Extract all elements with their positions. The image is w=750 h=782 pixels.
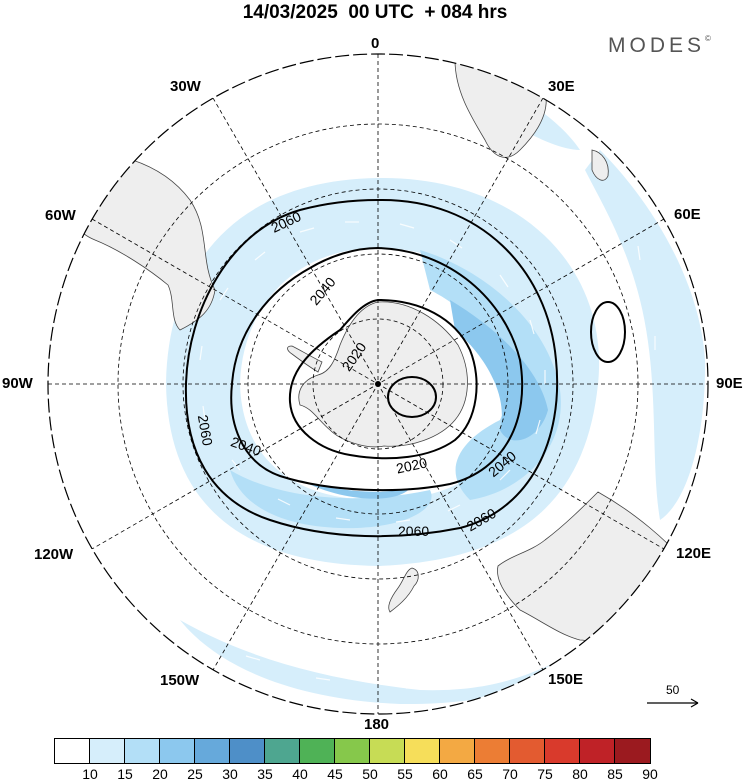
antarctica	[298, 301, 468, 448]
lon-label-90w: 90W	[2, 375, 33, 392]
colorbar-tick-label: 80	[572, 766, 588, 782]
wind-shading-15	[180, 620, 560, 705]
contour-label: 2060	[398, 523, 429, 539]
colorbar-tick-label: 25	[187, 766, 203, 782]
madagascar	[591, 149, 609, 181]
south-america	[58, 149, 216, 331]
lon-label-150e: 150E	[548, 671, 584, 688]
colorbar-swatch	[440, 739, 475, 763]
colorbar-swatch	[195, 739, 230, 763]
lon-label-0: 0	[371, 35, 380, 52]
colorbar-swatch	[125, 739, 160, 763]
colorbar-swatch	[475, 739, 510, 763]
contour-2060	[184, 198, 559, 538]
lon-label-120w: 120W	[34, 546, 74, 563]
colorbar-swatch	[300, 739, 335, 763]
wind-vectors	[199, 221, 656, 689]
colorbar-tick-label: 40	[292, 766, 308, 782]
south-pole-marker	[375, 381, 381, 387]
colorbar-tick-label: 50	[362, 766, 378, 782]
colorbar-swatch	[545, 739, 580, 763]
modes-logo: MODES©	[608, 34, 711, 58]
colorbar	[54, 738, 651, 764]
wind-shading-15	[585, 150, 706, 520]
colorbar-tick-label: 65	[467, 766, 483, 782]
copyright-mark: ©	[705, 34, 711, 43]
lon-label-90e: 90E	[716, 375, 743, 392]
contour-label: 2060	[195, 413, 216, 447]
colorbar-tick-label: 75	[537, 766, 553, 782]
contour-label: 2040	[306, 274, 338, 308]
lon-label-60e: 60E	[674, 206, 701, 223]
contour-2040	[230, 246, 524, 492]
colorbar-swatch	[510, 739, 545, 763]
colorbar-tick-label: 85	[607, 766, 623, 782]
colorbar-tick-label: 45	[327, 766, 343, 782]
reference-vector-arrow	[647, 698, 699, 708]
colorbar-swatch	[55, 739, 90, 763]
wind-shading-25	[450, 300, 548, 441]
height-contours	[184, 198, 626, 538]
lon-label-120e: 120E	[676, 545, 712, 562]
new-zealand	[388, 567, 419, 613]
colorbar-tick-label: 10	[82, 766, 98, 782]
colorbar-tick-label: 20	[152, 766, 168, 782]
low-contour	[387, 376, 437, 418]
map-title: 14/03/2025 00 UTC + 084 hrs	[242, 2, 508, 23]
lon-label-60w: 60W	[45, 207, 76, 224]
brand-text: MODES	[608, 34, 706, 57]
colorbar-tick-label: 60	[432, 766, 448, 782]
colorbar-tick-label: 30	[222, 766, 238, 782]
colorbar-tick-label: 35	[257, 766, 273, 782]
colorbar-tick-label: 55	[397, 766, 413, 782]
wind-shading-20	[230, 470, 432, 529]
high-contour	[590, 301, 626, 363]
contour-2020	[288, 298, 478, 460]
colorbar-swatch	[615, 739, 650, 763]
map-field-layer	[48, 54, 708, 714]
wind-shading-25	[300, 480, 410, 499]
lon-label-30w: 30W	[170, 78, 201, 95]
colorbar-swatch	[265, 739, 300, 763]
colorbar-swatch	[335, 739, 370, 763]
colorbar-tick-label: 70	[502, 766, 518, 782]
colorbar-swatch	[90, 739, 125, 763]
africa	[454, 59, 547, 158]
map-boundary	[47, 53, 709, 715]
colorbar-swatch	[580, 739, 615, 763]
colorbar-swatch	[370, 739, 405, 763]
colorbar-swatch	[405, 739, 440, 763]
lon-label-30e: 30E	[548, 78, 575, 95]
lon-label-180: 180	[364, 716, 390, 733]
colorbar-tick-label: 90	[642, 766, 658, 782]
colorbar-swatch	[230, 739, 265, 763]
lon-label-150w: 150W	[160, 672, 200, 689]
reference-vector-value: 50	[666, 683, 680, 697]
colorbar-swatch	[160, 739, 195, 763]
colorbar-tick-label: 15	[117, 766, 133, 782]
contour-label: 2020	[395, 454, 429, 476]
